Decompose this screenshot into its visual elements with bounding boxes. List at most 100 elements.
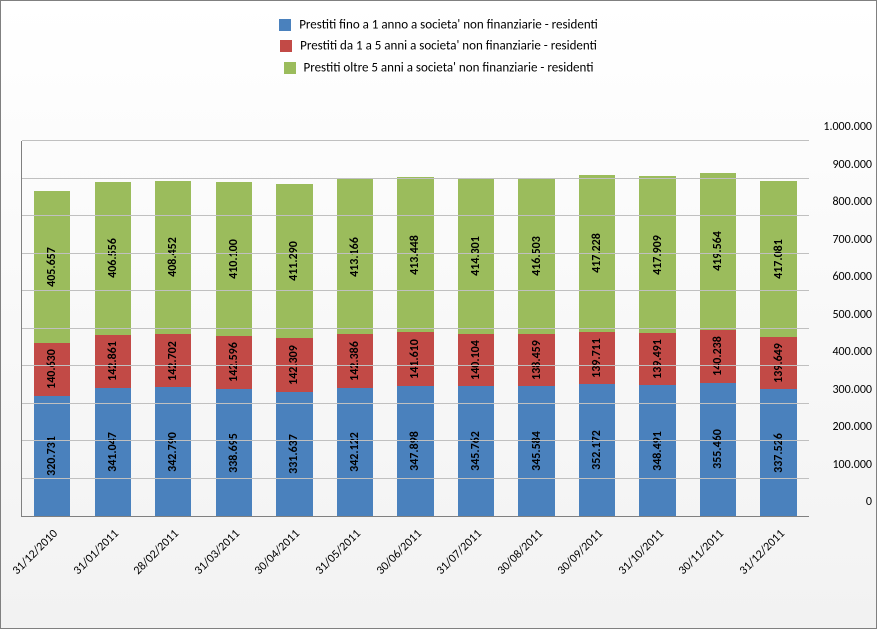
bar-segment: 142.386 bbox=[337, 334, 373, 387]
gridline bbox=[22, 215, 809, 216]
gridline bbox=[22, 290, 809, 291]
bar-column: 345.584 138.459 416.503 bbox=[518, 178, 554, 516]
y-tick-label: 700.000 bbox=[832, 233, 872, 247]
bar-value-label: 342.790 bbox=[166, 432, 180, 472]
bar-segment: 139.711 bbox=[579, 332, 615, 384]
bar-value-label: 347.898 bbox=[408, 431, 422, 471]
bar-segment: 352.172 bbox=[579, 384, 615, 516]
legend-swatch bbox=[279, 19, 291, 31]
bar-column: 352.172139.711417.228 bbox=[579, 175, 615, 516]
bar-segment: 338.695 bbox=[216, 389, 252, 516]
bar-column: 342.790 142.702 408.452 bbox=[155, 181, 191, 516]
bar-segment: 410.100 bbox=[216, 182, 252, 336]
bar-segment: 142.702 bbox=[155, 334, 191, 388]
bar-column: 347.898 141.610 413.448 bbox=[397, 177, 433, 516]
bar-value-label: 413.166 bbox=[348, 237, 362, 277]
bar-segment: 413.448 bbox=[397, 177, 433, 332]
bar-value-label: 410.100 bbox=[227, 239, 241, 279]
bar-segment: 347.898 bbox=[397, 386, 433, 516]
bar-value-label: 414.301 bbox=[469, 236, 483, 276]
bar-segment: 331.637 bbox=[276, 392, 312, 516]
bar-value-label: 348.491 bbox=[651, 431, 665, 471]
x-tick-label: 31/12/2010 bbox=[10, 527, 61, 578]
plot-area: 320.731140.630405.657341.047142.861406.5… bbox=[21, 141, 809, 517]
bar-value-label: 141.610 bbox=[408, 339, 422, 379]
plot-area-wrap: 320.731140.630405.657341.047142.861406.5… bbox=[21, 141, 808, 516]
y-tick-label: 100.000 bbox=[832, 458, 872, 472]
bar-column: 320.731140.630405.657 bbox=[34, 191, 70, 516]
legend-swatch bbox=[284, 62, 296, 74]
bar-value-label: 142.386 bbox=[348, 341, 362, 381]
gridline bbox=[22, 328, 809, 329]
bar-value-label: 417.909 bbox=[651, 235, 665, 275]
legend-item: Prestiti da 1 a 5 anni a societa' non fi… bbox=[1, 38, 876, 53]
y-tick-label: 900.000 bbox=[832, 158, 872, 172]
bars-container: 320.731140.630405.657341.047142.861406.5… bbox=[22, 141, 809, 516]
bar-segment: 411.290 bbox=[276, 184, 312, 338]
y-tick-label: 300.000 bbox=[832, 383, 872, 397]
bar-segment: 348.491 bbox=[639, 385, 675, 516]
bar-segment: 342.790 bbox=[155, 387, 191, 516]
bar-value-label: 341.047 bbox=[106, 432, 120, 472]
bar-segment: 140.630 bbox=[34, 343, 70, 396]
y-tick-label: 200.000 bbox=[832, 420, 872, 434]
bar-value-label: 413.448 bbox=[408, 235, 422, 275]
gridline bbox=[22, 253, 809, 254]
bar-segment: 419.564 bbox=[700, 173, 736, 330]
legend-label: Prestiti oltre 5 anni a societa' non fin… bbox=[304, 60, 594, 75]
gridline bbox=[22, 403, 809, 404]
bar-column: 348.491 139.491 417.909 bbox=[639, 176, 675, 516]
legend-swatch bbox=[280, 40, 292, 52]
bar-segment: 414.301 bbox=[458, 178, 494, 333]
bar-value-label: 138.459 bbox=[530, 341, 544, 381]
bar-segment: 345.584 bbox=[518, 386, 554, 516]
gridline bbox=[22, 440, 809, 441]
bar-value-label: 411.290 bbox=[287, 241, 301, 281]
y-tick-label: 400.000 bbox=[832, 345, 872, 359]
bar-column: 338.695 142.596 410.100 bbox=[216, 182, 252, 516]
bar-value-label: 139.491 bbox=[651, 339, 665, 379]
bar-segment: 417.909 bbox=[639, 176, 675, 333]
bar-segment: 140.238 bbox=[700, 330, 736, 383]
y-tick-label: 800.000 bbox=[832, 195, 872, 209]
bar-column: 331.637142.309411.290 bbox=[276, 184, 312, 516]
bar-value-label: 140.104 bbox=[469, 340, 483, 380]
bar-value-label: 142.861 bbox=[106, 341, 120, 381]
bar-value-label: 139.711 bbox=[590, 338, 604, 378]
bar-segment: 138.459 bbox=[518, 334, 554, 386]
bar-value-label: 139.649 bbox=[772, 343, 786, 383]
bar-segment: 320.731 bbox=[34, 396, 70, 516]
bar-segment: 345.762 bbox=[458, 386, 494, 516]
bar-value-label: 408.452 bbox=[166, 238, 180, 278]
bar-segment: 408.452 bbox=[155, 181, 191, 334]
legend-item: Prestiti oltre 5 anni a societa' non fin… bbox=[1, 60, 876, 75]
bar-value-label: 345.762 bbox=[469, 431, 483, 471]
bar-value-label: 352.172 bbox=[590, 430, 604, 470]
bar-segment: 413.166 bbox=[337, 179, 373, 334]
x-tick: 31/12/2011 bbox=[747, 519, 808, 619]
bar-value-label: 342.122 bbox=[348, 432, 362, 472]
y-axis: 0 100.000 200.000 300.000 400.000 500.000 600.… bbox=[812, 141, 872, 516]
legend-label: Prestiti fino a 1 anno a societa' non fi… bbox=[299, 17, 598, 32]
gridline bbox=[22, 365, 809, 366]
bar-value-label: 416.503 bbox=[530, 237, 544, 277]
bar-column: 355.460140.238419.564 bbox=[700, 173, 736, 516]
bar-segment: 342.122 bbox=[337, 388, 373, 516]
bar-segment: 139.649 bbox=[760, 337, 796, 389]
legend-item: Prestiti fino a 1 anno a societa' non fi… bbox=[1, 17, 876, 32]
bar-segment: 141.610 bbox=[397, 332, 433, 385]
bar-value-label: 142.596 bbox=[227, 342, 241, 382]
y-tick-label: 0 bbox=[866, 495, 872, 509]
bar-segment: 337.526 bbox=[760, 389, 796, 516]
bar-value-label: 406.556 bbox=[106, 238, 120, 278]
gridline bbox=[22, 140, 809, 141]
y-tick-label: 500.000 bbox=[832, 308, 872, 322]
bar-segment: 416.503 bbox=[518, 178, 554, 334]
x-axis: 31/12/201031/01/201128/02/201131/03/2011… bbox=[21, 519, 808, 619]
bar-segment: 142.861 bbox=[95, 335, 131, 389]
y-tick-label: 1.000.000 bbox=[823, 120, 872, 134]
bar-segment: 406.556 bbox=[95, 182, 131, 334]
bar-value-label: 320.731 bbox=[45, 436, 59, 476]
y-tick-label: 600.000 bbox=[832, 270, 872, 284]
legend: Prestiti fino a 1 anno a societa' non fi… bbox=[1, 11, 876, 81]
